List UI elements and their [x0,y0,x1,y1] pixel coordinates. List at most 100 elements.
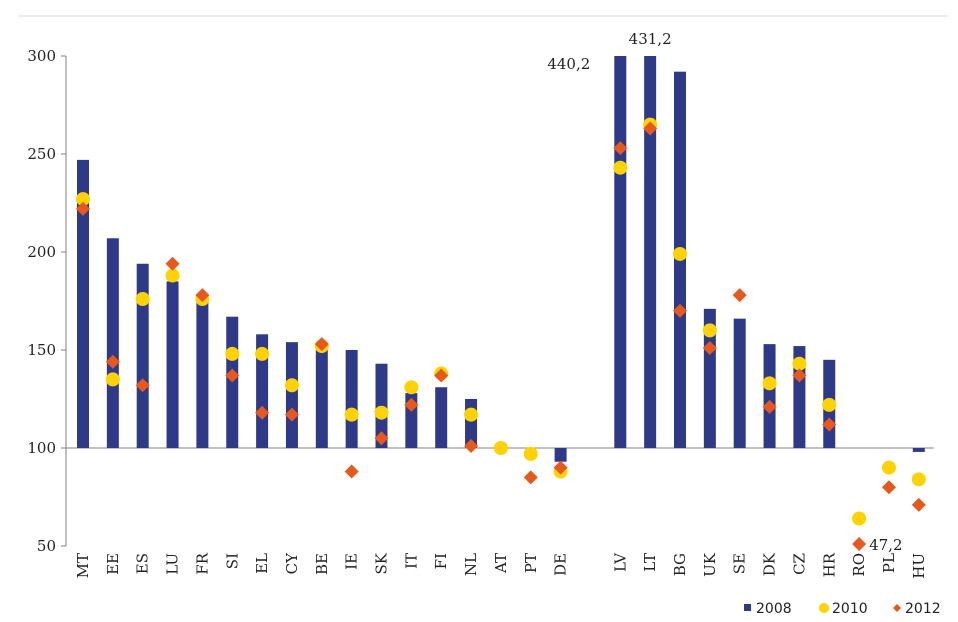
category-label: UK [701,552,719,577]
category-label: MT [74,553,92,578]
category-label: BE [313,553,331,575]
marker-point [464,439,479,454]
bar [763,344,776,448]
legend: 2008 2010 2012 [744,601,941,617]
category-label: EL [253,553,271,574]
marker-point [344,407,359,422]
marker-point [613,160,628,175]
category-label: AT [492,553,510,574]
bar [554,448,567,462]
value-annotation: 47,2 [869,536,902,554]
marker-point [434,368,449,383]
category-label: ES [134,553,152,574]
legend-swatch-2008 [744,604,751,611]
marker-point [225,346,240,361]
category-label: SE [731,553,749,574]
category-label: LV [611,552,629,572]
marker-point [673,246,687,261]
y-tick-label: 150 [27,341,56,359]
marker-point [822,397,837,412]
marker-point [732,288,747,303]
bar [77,159,89,448]
marker-point [643,121,658,136]
marker-layer [76,117,926,552]
y-tick-label: 50 [37,537,56,555]
marker-point [374,405,389,420]
category-label: HU [910,553,928,579]
category-label: RO [850,553,868,577]
bar [166,281,179,448]
bar [285,342,298,448]
bar [435,387,448,448]
marker-point [822,417,837,432]
bar [196,301,209,448]
category-label: DK [761,552,779,576]
label-layer: MT EE ES LU FR SI EL CY BE IE SK IT FI NL AT PT DE LV LT BG… [74,30,928,579]
bar [912,448,925,452]
marker-point [284,407,299,422]
bar [644,56,657,448]
category-label: EE [104,553,122,575]
category-label: IE [343,553,361,570]
category-label: CZ [790,553,808,575]
marker-point [792,356,807,371]
category-label: IT [402,553,420,569]
legend-label: 2008 [756,601,792,617]
marker-point [105,354,120,369]
marker-point [374,431,389,446]
marker-point [225,368,240,383]
y-tick-label: 250 [27,145,56,163]
legend-label: 2012 [905,601,941,617]
marker-point [493,441,508,455]
marker-point [553,460,568,475]
marker-point [135,292,150,307]
marker-point [523,470,538,485]
marker-point [762,399,777,414]
y-tick-label: 300 [27,47,56,65]
category-label: FR [193,552,211,574]
category-label: PL [880,553,898,573]
marker-point [881,460,896,475]
marker-point [105,372,120,387]
category-label: LU [164,553,182,575]
marker-point [911,472,926,487]
category-label: PT [522,553,540,573]
y-tick-label: 200 [27,243,56,261]
bar [315,350,328,448]
bar [703,308,716,448]
marker-point [762,376,777,391]
category-label: NL [462,553,480,576]
marker-point [344,464,359,479]
legend-swatch-2010 [819,603,829,613]
marker-point [255,405,270,420]
marker-point [792,368,807,383]
category-label: BG [671,553,689,576]
marker-point [702,341,717,356]
value-annotation: 440,2 [547,55,590,73]
category-label: DE [552,553,570,576]
marker-point [523,446,538,461]
marker-point [135,378,150,393]
legend-label: 2010 [832,601,868,617]
marker-point [852,537,867,552]
category-label: SK [373,552,391,574]
marker-point [195,288,210,303]
y-tick-label: 100 [27,439,56,457]
bar [345,350,358,448]
category-label: LT [641,553,659,572]
marker-point [852,511,867,526]
category-label: FI [432,553,450,569]
marker-point [165,268,180,283]
bar-layer [77,56,925,462]
category-label: SI [223,553,241,569]
marker-point [613,141,628,156]
marker-point [314,337,329,352]
axis-layer: 50 100 150 200 250 300 [27,47,934,555]
value-annotation: 431,2 [629,30,672,48]
legend-swatch-2012 [893,604,901,612]
marker-point [255,346,270,361]
marker-point [76,201,90,216]
bar [256,334,269,448]
bar [106,238,119,448]
